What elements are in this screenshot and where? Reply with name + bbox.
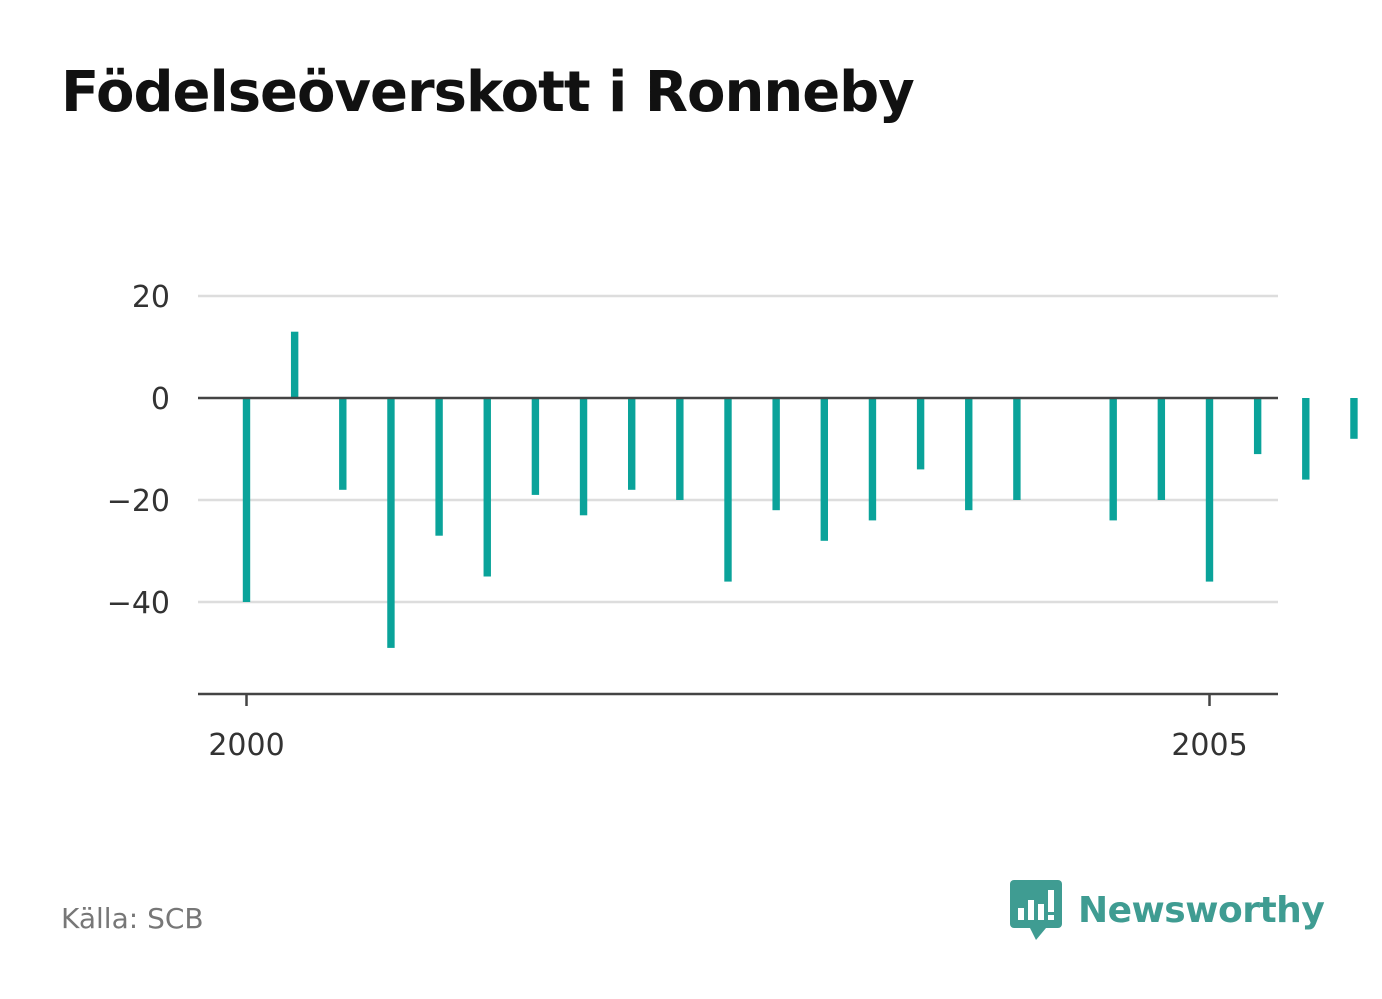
y-tick-label: −40: [107, 586, 170, 621]
brand[interactable]: Newsworthy: [1010, 880, 1325, 940]
grid-lines: [198, 294, 1278, 604]
x-axis-labels: 200020052010201520202025: [208, 694, 1248, 763]
bar: [1350, 398, 1358, 439]
bar: [965, 398, 973, 511]
bar: [435, 398, 443, 536]
bar: [1302, 398, 1310, 480]
bar: [724, 398, 732, 582]
x-tick-label: 2000: [208, 728, 284, 763]
bar: [820, 398, 828, 541]
bar: [916, 398, 925, 470]
bar: [339, 398, 347, 490]
bar: [531, 398, 540, 495]
bar: [1205, 398, 1214, 582]
bar: [1157, 398, 1166, 500]
newsworthy-logo-icon: [1010, 880, 1062, 940]
bar: [676, 398, 684, 500]
x-tick-label: 2005: [1171, 728, 1247, 763]
y-axis-labels: 20 0 −20 −40: [107, 280, 170, 621]
y-tick-label: −20: [107, 484, 170, 519]
bar: [628, 398, 636, 490]
bar: [483, 398, 491, 577]
bar: [772, 398, 780, 511]
chart-title: Födelseöverskott i Ronneby: [61, 60, 915, 125]
bar: [242, 398, 251, 602]
bar: [290, 331, 299, 398]
bar: [387, 398, 395, 648]
y-tick-label: 20: [132, 280, 170, 315]
bar: [868, 398, 877, 521]
y-tick-label: 0: [151, 382, 170, 417]
source-note: Källa: SCB: [61, 902, 204, 935]
bar: [579, 398, 588, 516]
brand-name: Newsworthy: [1078, 889, 1325, 931]
bar-series: [242, 331, 1358, 648]
bar: [1253, 398, 1262, 455]
bar: [1109, 398, 1117, 521]
bar: [1013, 398, 1021, 500]
